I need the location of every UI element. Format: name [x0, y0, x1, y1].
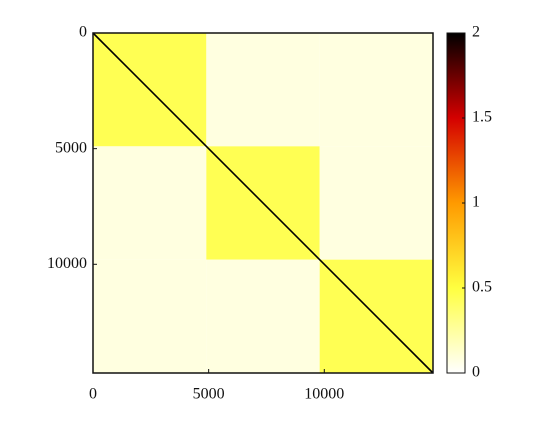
heatmap-cell — [319, 146, 433, 260]
colorbar-tick-label: 0 — [472, 364, 480, 381]
heatmap-cell — [206, 33, 320, 147]
x-tick-label: 0 — [89, 386, 97, 403]
plot-frame — [92, 32, 434, 374]
y-tick-label: 5000 — [55, 139, 87, 156]
y-tick-label: 0 — [79, 24, 87, 41]
heatmap-cell — [206, 259, 320, 373]
colorbar-tick-label: 1.5 — [472, 109, 492, 126]
colorbar-tick-label: 0.5 — [472, 279, 492, 296]
x-tick-label: 10000 — [304, 386, 344, 403]
colorbar-tick-label: 1 — [472, 194, 480, 211]
x-tick-label: 5000 — [193, 386, 225, 403]
diagonal — [92, 32, 434, 374]
heatmap-cell — [93, 146, 207, 260]
y-tick-label: 10000 — [47, 255, 87, 272]
heatmap-cell — [93, 259, 207, 373]
heatmap-cell — [319, 33, 433, 147]
colorbar-tick-label: 2 — [472, 24, 480, 41]
